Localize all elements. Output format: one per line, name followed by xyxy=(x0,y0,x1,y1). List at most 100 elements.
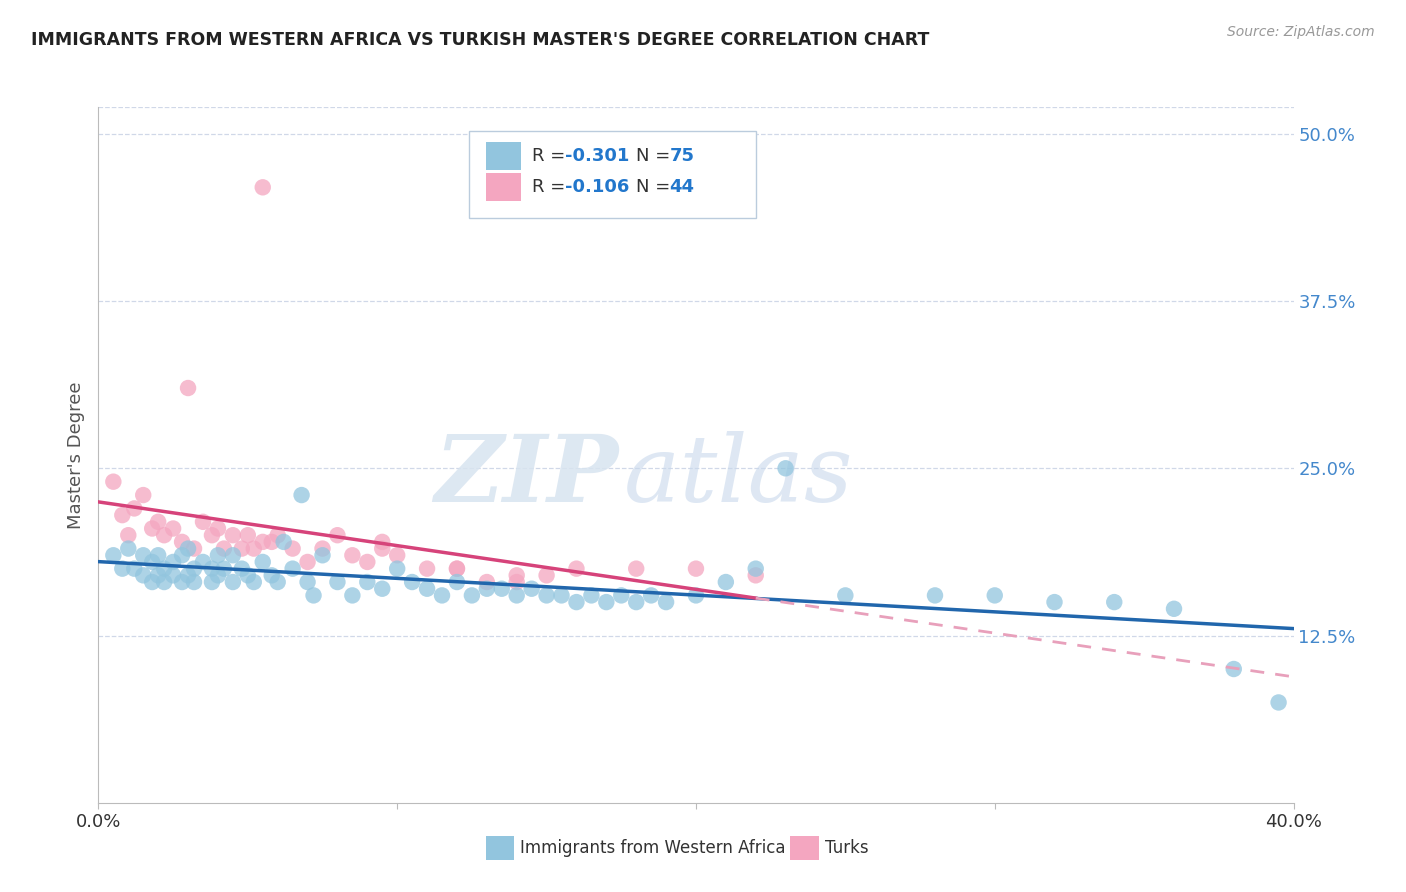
Point xyxy=(267,528,290,542)
Point xyxy=(260,534,283,549)
Point xyxy=(565,595,588,609)
Point xyxy=(236,528,259,542)
Point xyxy=(252,534,274,549)
Point xyxy=(371,582,394,596)
FancyBboxPatch shape xyxy=(485,836,515,860)
Point xyxy=(212,562,235,576)
Point xyxy=(162,521,184,535)
Point xyxy=(595,595,617,609)
Point xyxy=(565,562,588,576)
Point xyxy=(1043,595,1066,609)
Point xyxy=(201,575,224,590)
Point xyxy=(401,575,423,590)
Point xyxy=(685,562,707,576)
Point xyxy=(491,582,513,596)
Point xyxy=(536,568,558,582)
Point xyxy=(148,515,170,529)
Point xyxy=(506,575,529,590)
Point xyxy=(385,548,409,563)
Point xyxy=(252,555,274,569)
Point xyxy=(222,548,245,563)
Point xyxy=(1267,696,1289,710)
Text: Turks: Turks xyxy=(825,839,869,857)
Point xyxy=(252,180,274,194)
Point xyxy=(243,575,266,590)
Point xyxy=(326,575,349,590)
Point xyxy=(550,589,572,603)
Point xyxy=(183,562,205,576)
Point xyxy=(201,528,224,542)
Point xyxy=(371,534,394,549)
Point xyxy=(177,381,200,395)
Text: atlas: atlas xyxy=(624,431,853,521)
Text: N =: N = xyxy=(637,147,676,165)
Point xyxy=(103,475,125,489)
Point xyxy=(201,562,224,576)
Point xyxy=(212,541,235,556)
Point xyxy=(132,568,155,582)
Text: R =: R = xyxy=(533,178,571,196)
Point xyxy=(1223,662,1246,676)
Point xyxy=(520,582,543,596)
Text: 75: 75 xyxy=(669,147,695,165)
Point xyxy=(297,575,319,590)
Text: 44: 44 xyxy=(669,178,695,196)
Point xyxy=(111,508,134,523)
Point xyxy=(385,562,409,576)
Point xyxy=(536,589,558,603)
Point xyxy=(172,534,194,549)
Point xyxy=(475,575,498,590)
Point xyxy=(117,541,139,556)
Text: -0.106: -0.106 xyxy=(565,178,628,196)
Point xyxy=(984,589,1007,603)
Point xyxy=(132,488,155,502)
Point xyxy=(141,575,163,590)
Point xyxy=(222,528,245,542)
Point xyxy=(183,541,205,556)
Point xyxy=(581,589,603,603)
Point xyxy=(506,568,529,582)
FancyBboxPatch shape xyxy=(790,836,820,860)
Point xyxy=(291,488,314,502)
Point xyxy=(311,541,333,556)
Point xyxy=(148,568,170,582)
Point xyxy=(177,541,200,556)
Point xyxy=(924,589,946,603)
Point xyxy=(207,548,229,563)
Point xyxy=(162,568,184,582)
Point xyxy=(153,528,176,542)
Point xyxy=(148,548,170,563)
Point xyxy=(141,555,163,569)
Point xyxy=(103,548,125,563)
Point xyxy=(416,582,439,596)
Point xyxy=(371,541,394,556)
Point xyxy=(141,521,163,535)
Point xyxy=(172,575,194,590)
Point xyxy=(342,589,364,603)
Point xyxy=(231,541,253,556)
Point xyxy=(302,589,325,603)
FancyBboxPatch shape xyxy=(485,142,522,169)
Point xyxy=(610,589,633,603)
Point xyxy=(326,528,349,542)
Point xyxy=(506,589,529,603)
Point xyxy=(191,515,214,529)
Point xyxy=(124,501,146,516)
Point xyxy=(342,548,364,563)
Text: Source: ZipAtlas.com: Source: ZipAtlas.com xyxy=(1227,25,1375,39)
Text: Immigrants from Western Africa: Immigrants from Western Africa xyxy=(520,839,786,857)
Point xyxy=(273,534,295,549)
Point xyxy=(153,575,176,590)
Point xyxy=(655,595,678,609)
Point xyxy=(162,555,184,569)
Text: N =: N = xyxy=(637,178,676,196)
Point xyxy=(461,589,484,603)
Text: R =: R = xyxy=(533,147,571,165)
Point xyxy=(446,562,468,576)
Point xyxy=(191,555,214,569)
Text: ZIP: ZIP xyxy=(434,431,619,521)
Point xyxy=(430,589,453,603)
Point xyxy=(267,575,290,590)
Point xyxy=(640,589,662,603)
Point xyxy=(446,575,468,590)
